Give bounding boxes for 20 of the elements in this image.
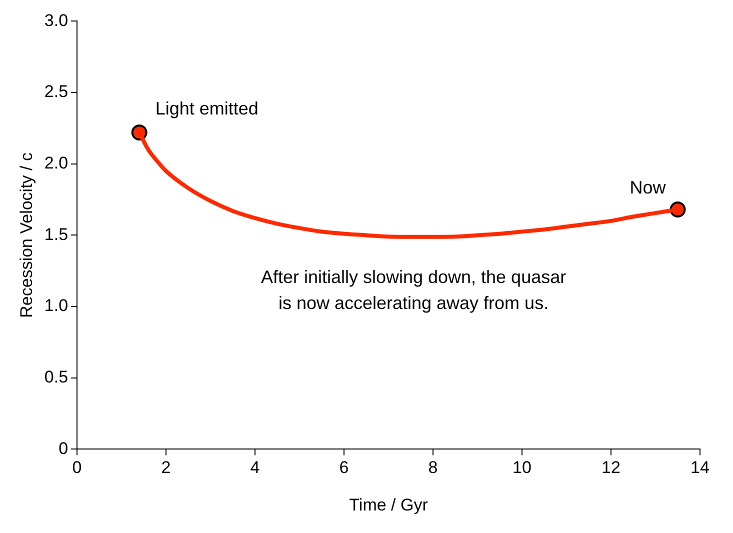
x-tick-label: 8 <box>428 458 438 478</box>
y-tick-label: 0 <box>58 438 68 458</box>
y-tick-label: 1.0 <box>44 296 68 316</box>
annotation: Light emitted <box>155 98 258 118</box>
y-tick-label: 1.5 <box>44 224 68 244</box>
x-axis-title: Time / Gyr <box>349 495 428 514</box>
x-tick-label: 4 <box>250 458 260 478</box>
x-tick-label: 14 <box>690 458 710 478</box>
x-tick-label: 12 <box>602 458 620 478</box>
annotation: Now <box>630 177 667 198</box>
x-tick-label: 0 <box>72 458 82 478</box>
y-tick-label: 2.0 <box>44 154 68 173</box>
annotation: After initially slowing down, the quasar is now accelerating away from us. <box>260 266 566 313</box>
x-tick-label: 10 <box>512 458 532 478</box>
y-tick-label: 3.0 <box>44 10 68 30</box>
x-tick-label: 2 <box>161 458 171 478</box>
y-axis-title: Recession Velocity / c <box>16 152 36 318</box>
y-tick-label: 2.5 <box>44 82 68 102</box>
x-tick-label: 6 <box>339 458 349 478</box>
y-tick-label: 0.5 <box>44 368 68 387</box>
